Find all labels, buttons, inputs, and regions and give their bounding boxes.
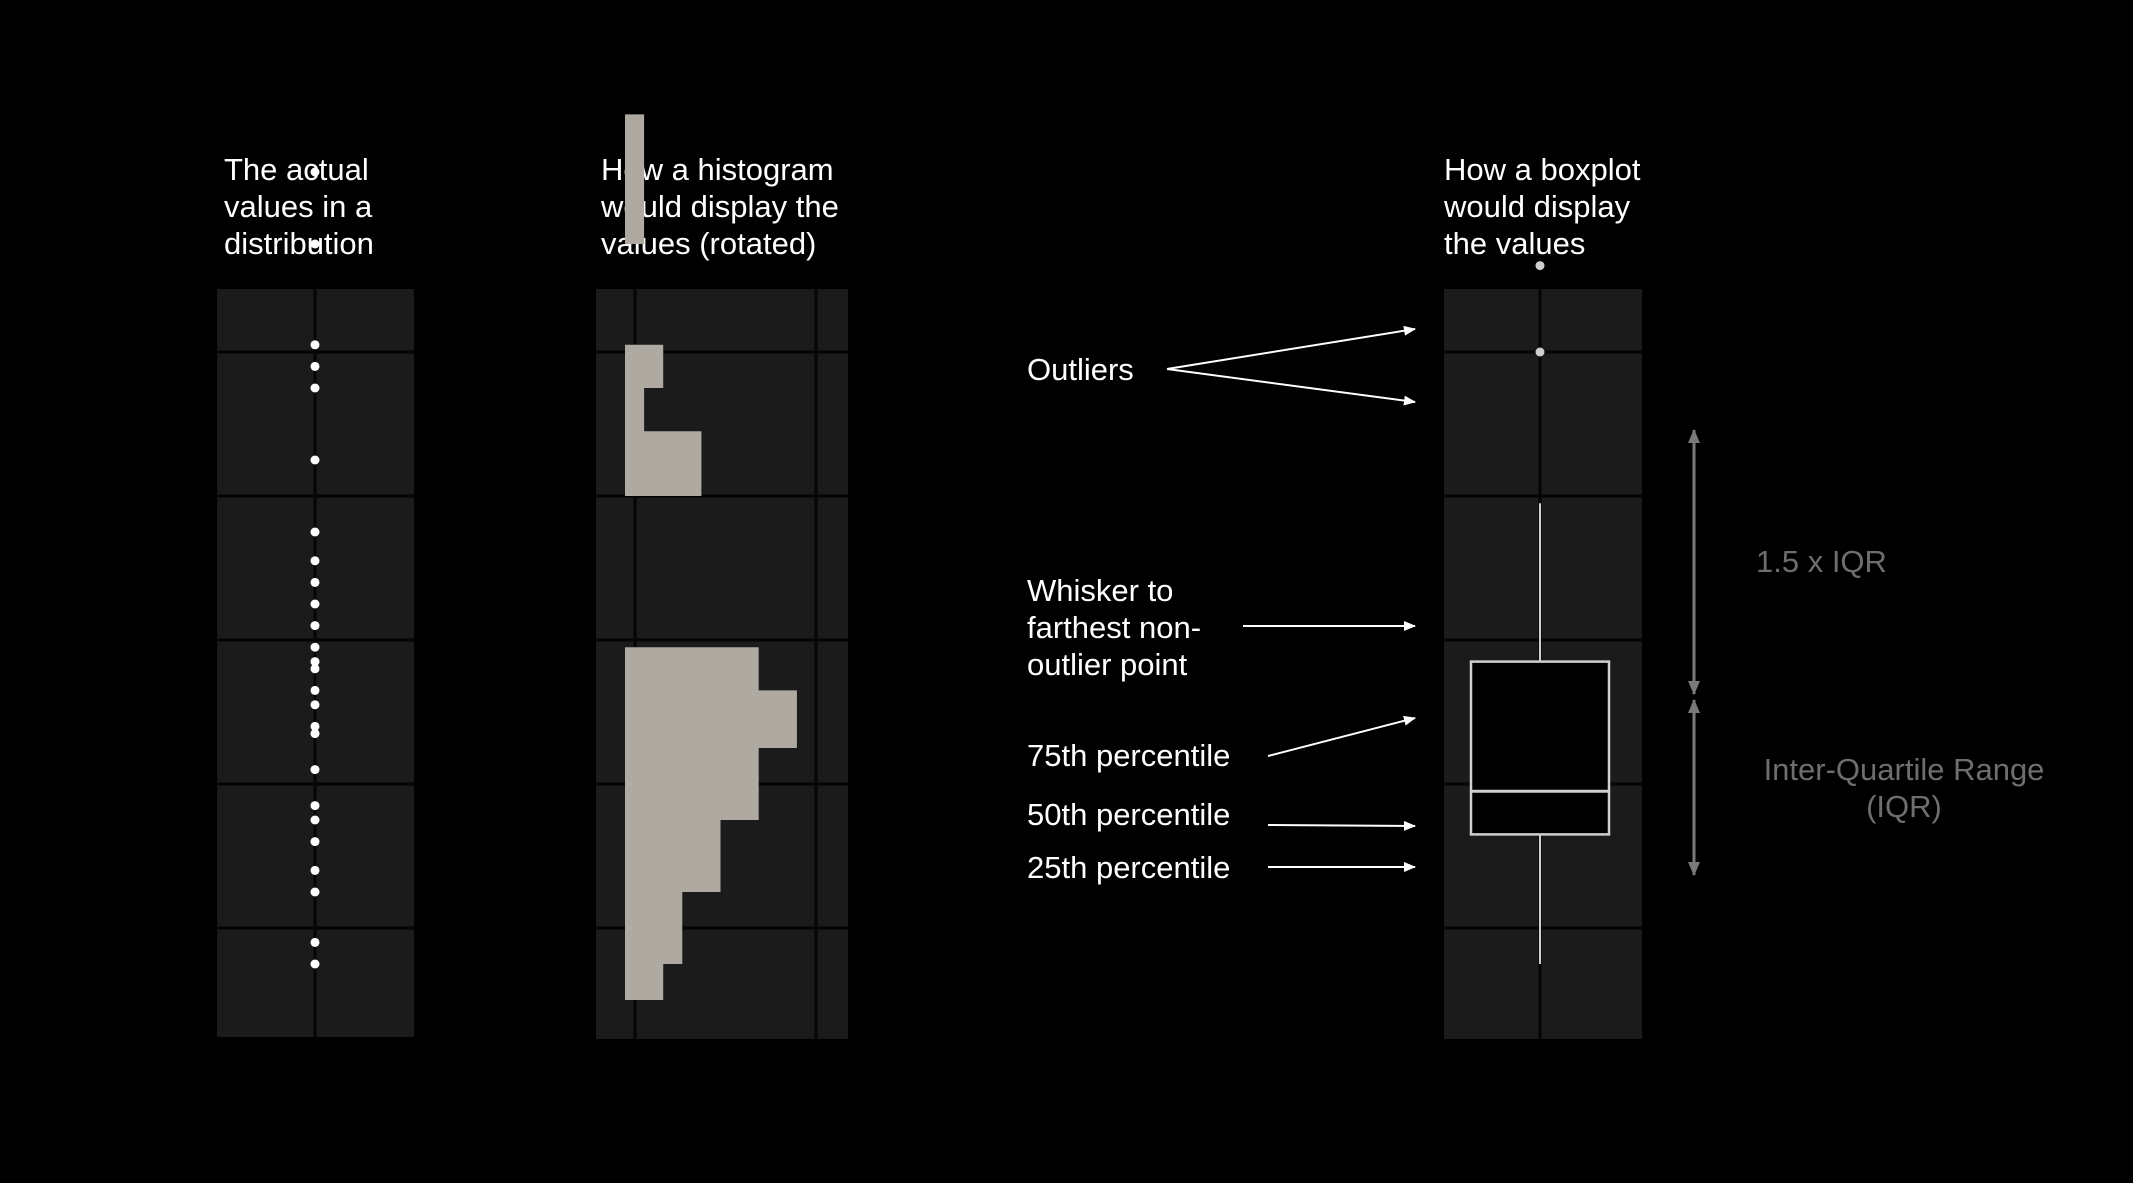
data-point [310, 801, 320, 811]
p25-label: 25th percentile [1027, 850, 1230, 885]
p50-label-line: 50th percentile [1027, 797, 1230, 832]
iqr-box [1469, 660, 1611, 836]
data-point [310, 887, 320, 897]
outliers-label-line: Outliers [1027, 352, 1134, 387]
p50-label: 50th percentile [1027, 797, 1230, 832]
distribution-points [310, 167, 320, 969]
p25-label-line: 25th percentile [1027, 850, 1230, 885]
data-point [310, 383, 320, 393]
data-point [310, 556, 320, 566]
distribution-panel [217, 167, 414, 1037]
data-point [310, 959, 320, 969]
outlier-point [1535, 261, 1545, 271]
iqr-label-line: Inter-Quartile Range [1764, 752, 2045, 787]
p75-arrow [1267, 715, 1416, 757]
whisker-label-line: Whisker to [1027, 573, 1173, 608]
p75-label: 75th percentile [1027, 738, 1230, 773]
data-point [310, 664, 320, 674]
data-point [310, 599, 320, 609]
heading-boxplot-line: would display [1443, 189, 1631, 224]
heading-distribution-line: values in a [224, 189, 373, 224]
data-point [310, 577, 320, 587]
heading-boxplot: How a boxplot would display the values [1443, 152, 1641, 261]
data-point [310, 729, 320, 739]
data-point [310, 239, 320, 249]
heading-distribution-line: The actual [224, 152, 369, 187]
data-point [310, 721, 320, 731]
histogram-bars [625, 114, 797, 1000]
histogram-panel [596, 114, 848, 1039]
data-point [310, 455, 320, 465]
outlier-points [1535, 261, 1545, 357]
p50-arrow [1267, 820, 1416, 831]
data-point [310, 642, 320, 652]
boxplot-panel [1444, 261, 1642, 1039]
outlier-arrow-upper [1166, 325, 1416, 370]
data-point [310, 937, 320, 947]
outliers-label: Outliers [1027, 352, 1134, 387]
p75-label-line: 75th percentile [1027, 738, 1230, 773]
heading-distribution: The actual values in a distribution [224, 152, 374, 261]
iqr-range-label-line: 1.5 x IQR [1756, 544, 1887, 579]
whisker-label-line: outlier point [1027, 647, 1188, 682]
data-point [310, 657, 320, 667]
iqr-label: Inter-Quartile Range (IQR) [1764, 752, 2045, 824]
data-point [310, 815, 320, 825]
data-point [310, 765, 320, 775]
data-point [310, 340, 320, 350]
data-point [310, 837, 320, 847]
data-point [310, 621, 320, 631]
data-point [310, 865, 320, 875]
data-point [310, 700, 320, 710]
whisker-label: Whisker to farthest non-outlier point [1027, 573, 1201, 682]
iqr-label-line: (IQR) [1866, 789, 1942, 824]
iqr-range-label: 1.5 x IQR [1756, 544, 1887, 579]
outlier-arrow-lower [1166, 368, 1416, 406]
data-point [310, 527, 320, 537]
data-point [310, 167, 320, 177]
data-point [310, 361, 320, 371]
heading-boxplot-line: How a boxplot [1444, 152, 1641, 187]
heading-boxplot-line: the values [1444, 226, 1585, 261]
heading-distribution-line: distribution [224, 226, 374, 261]
outlier-point [1535, 347, 1545, 357]
data-point [310, 685, 320, 695]
whisker-label-line: farthest non- [1027, 610, 1201, 645]
